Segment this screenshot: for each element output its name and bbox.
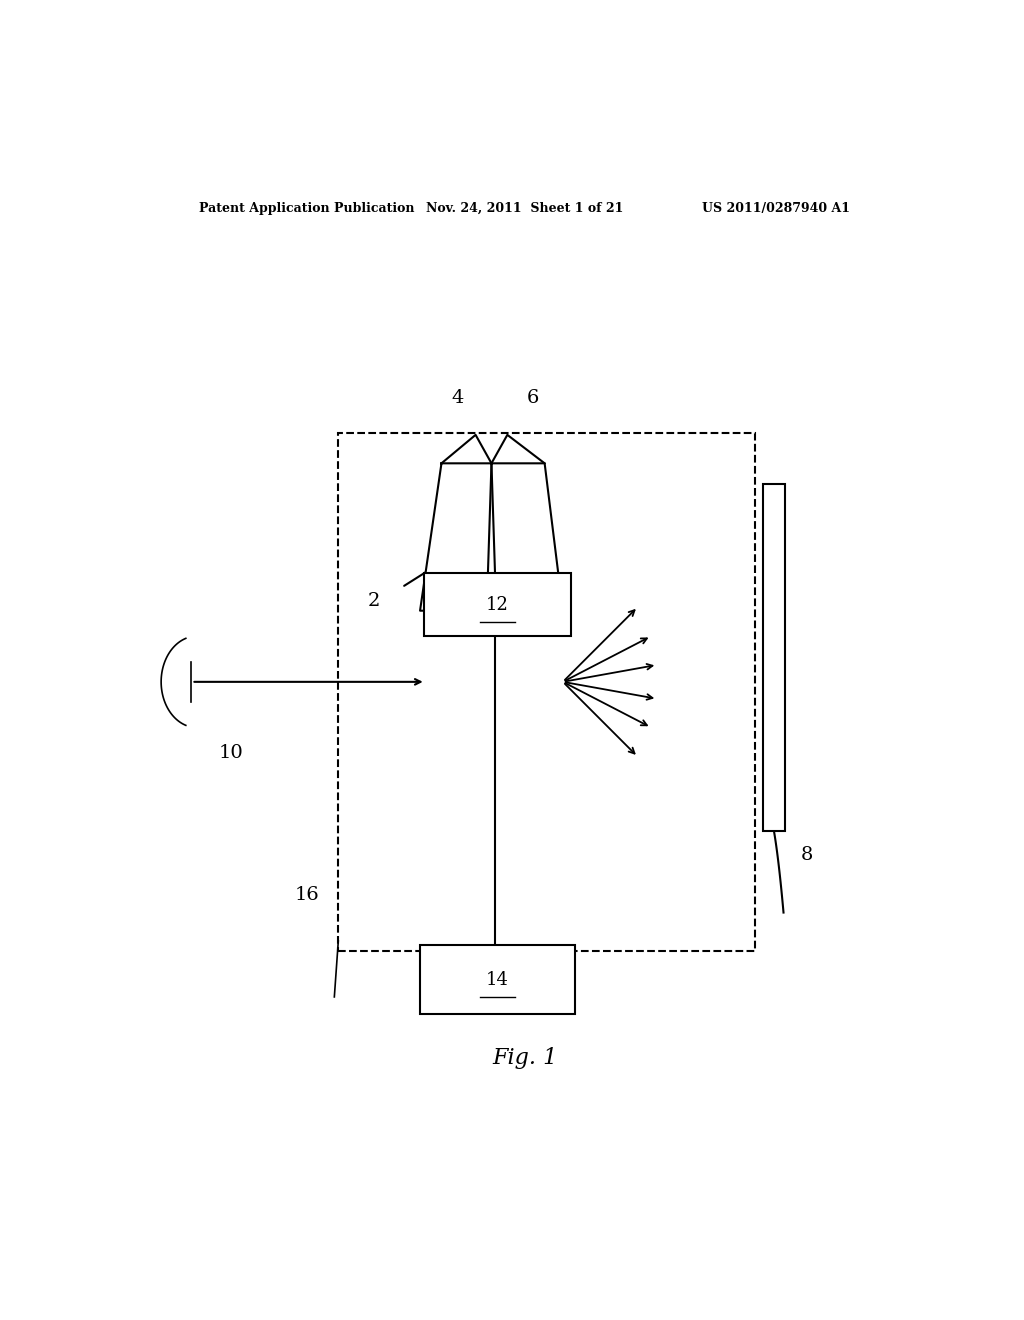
Text: 12: 12 xyxy=(486,595,509,614)
Polygon shape xyxy=(420,463,492,611)
Polygon shape xyxy=(492,463,563,611)
Text: Fig. 1: Fig. 1 xyxy=(493,1047,557,1069)
Text: 4: 4 xyxy=(452,389,464,408)
Text: 10: 10 xyxy=(219,744,244,762)
Text: 8: 8 xyxy=(801,846,813,863)
Text: 6: 6 xyxy=(526,389,539,408)
Text: US 2011/0287940 A1: US 2011/0287940 A1 xyxy=(702,202,850,215)
Text: 16: 16 xyxy=(294,886,318,904)
Text: Patent Application Publication: Patent Application Publication xyxy=(200,202,415,215)
Text: 14: 14 xyxy=(486,970,509,989)
Bar xyxy=(424,573,570,636)
Bar xyxy=(338,433,755,952)
Text: Nov. 24, 2011  Sheet 1 of 21: Nov. 24, 2011 Sheet 1 of 21 xyxy=(426,202,624,215)
Text: 2: 2 xyxy=(368,591,380,610)
Bar xyxy=(763,483,785,832)
Bar xyxy=(420,945,574,1014)
